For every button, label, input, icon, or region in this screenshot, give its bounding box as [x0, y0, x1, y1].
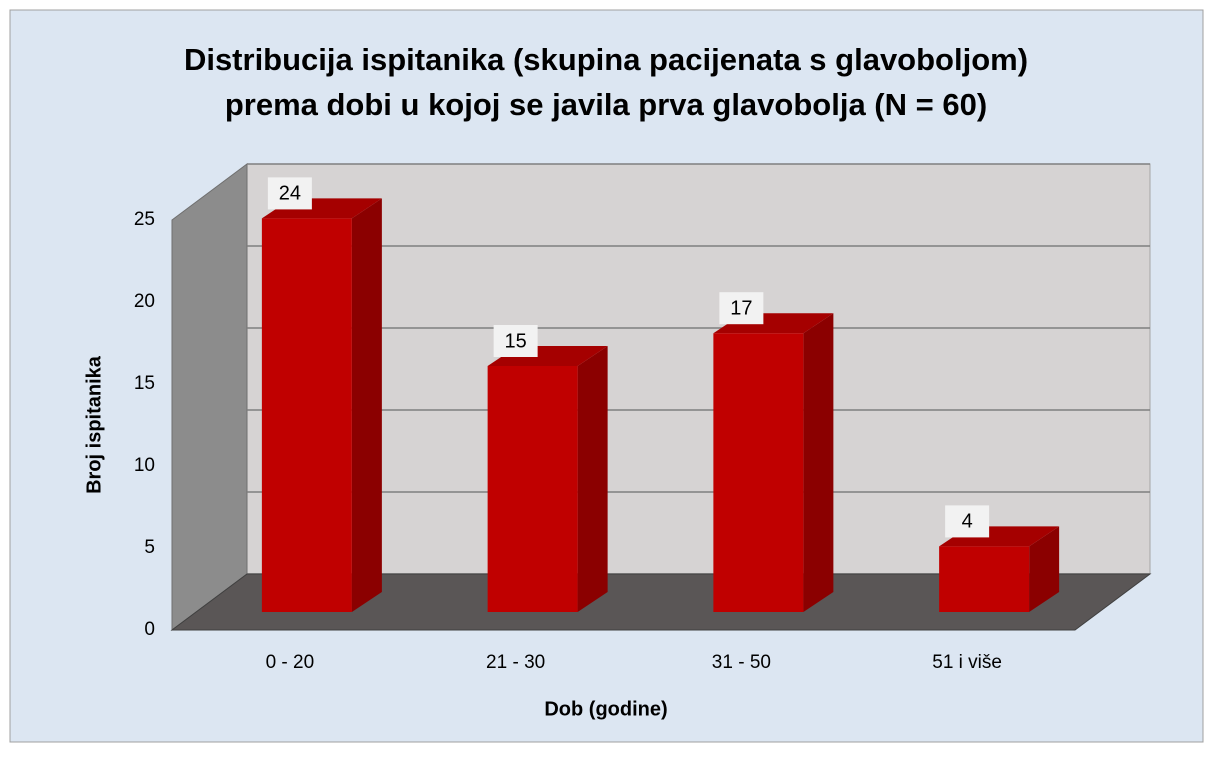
bar-side [351, 198, 382, 612]
bar-front [261, 218, 352, 612]
data-label: 24 [279, 183, 301, 205]
data-label: 4 [962, 511, 973, 533]
y-tick-label: 25 [134, 209, 155, 230]
data-label-box [493, 325, 538, 357]
y-tick-label: 5 [144, 537, 155, 558]
floor [170, 573, 1152, 631]
chart-title: Distribucija ispitanika (skupina pacijen… [184, 42, 1028, 77]
y-tick-label: 15 [134, 373, 155, 394]
chart-title: prema dobi u kojoj se javila prva glavob… [225, 87, 987, 122]
x-tick-label: 51 i više [932, 652, 1002, 673]
y-axis-label: Broj ispitanika [83, 355, 105, 494]
y-tick-label: 0 [144, 619, 155, 640]
x-tick-label: 0 - 20 [266, 652, 315, 673]
side-wall [171, 163, 248, 631]
y-tick-label: 10 [134, 455, 155, 476]
y-tick-label: 20 [134, 291, 155, 312]
data-label: 15 [505, 330, 527, 352]
bar [939, 526, 1060, 612]
bar-front [939, 546, 1030, 612]
bar-front [487, 366, 578, 612]
data-label: 17 [730, 297, 752, 319]
x-tick-label: 31 - 50 [712, 652, 771, 673]
bar-front [713, 333, 804, 612]
bar-side [577, 346, 608, 612]
bar [487, 346, 608, 612]
x-axis-label: Dob (godine) [544, 698, 667, 720]
bar [713, 313, 834, 612]
bar-side [1029, 526, 1060, 612]
bar-side [803, 313, 834, 612]
data-label-box [945, 505, 990, 538]
data-label-box [719, 292, 764, 325]
x-tick-label: 21 - 30 [486, 652, 545, 673]
bar [261, 198, 382, 612]
data-label-box [267, 177, 312, 210]
back-wall [246, 163, 1151, 575]
